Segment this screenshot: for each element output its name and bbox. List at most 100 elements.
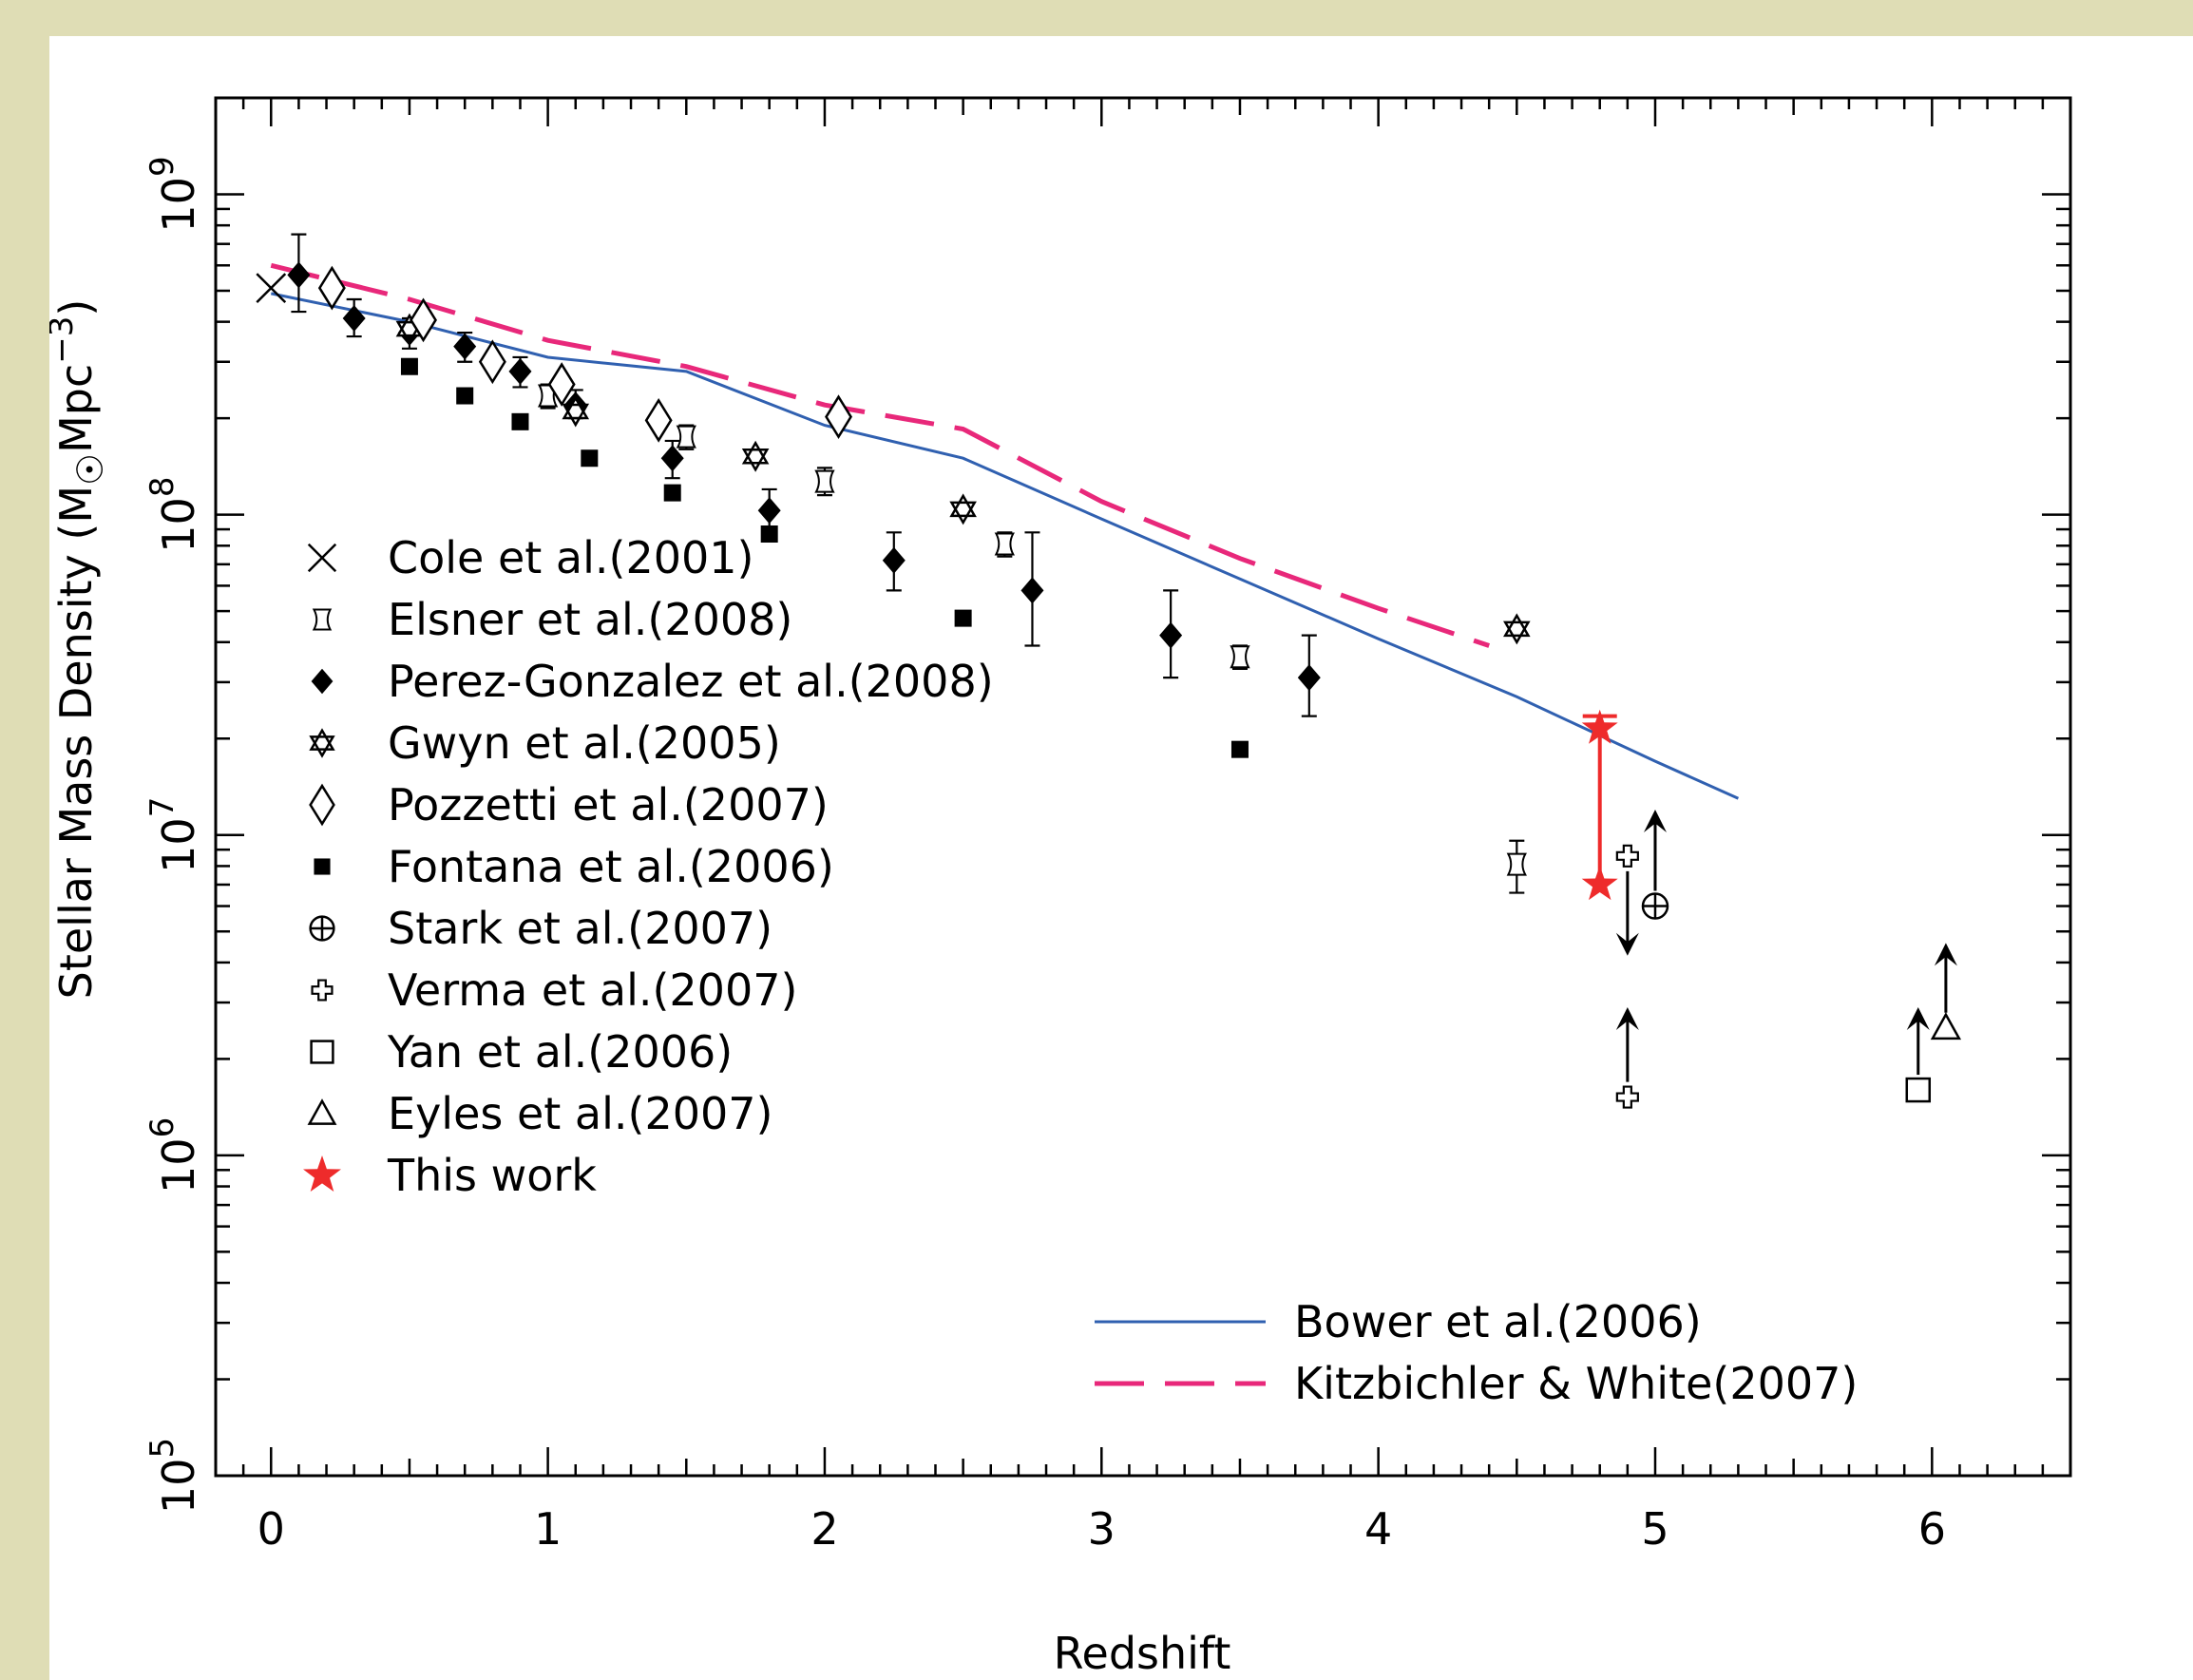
- y-tick-label: 105: [143, 1438, 204, 1514]
- marker-elsner: [1230, 645, 1250, 669]
- y-tick-label: 106: [143, 1117, 204, 1193]
- marker-cross-open: [1615, 1085, 1639, 1109]
- limit-arrow-head: [1615, 1006, 1639, 1030]
- limit-arrow-head: [1643, 810, 1667, 833]
- marker-triangle-open: [1930, 1012, 1962, 1040]
- marker-diamond-open: [309, 783, 335, 827]
- plot-frame: [214, 96, 2072, 1478]
- limit-arrow-head: [1934, 943, 1957, 966]
- marker-cross-open: [311, 979, 334, 1002]
- model-line-bower: [271, 292, 1740, 800]
- y-tick-base: 10: [153, 177, 204, 233]
- marker-diamond-filled: [287, 261, 311, 289]
- marker-diamond-open: [825, 394, 852, 440]
- y-tick-label: 108: [143, 477, 204, 553]
- legend-label: Pozzetti et al.(2007): [388, 779, 829, 830]
- y-tick-base: 10: [153, 1459, 204, 1515]
- marker-elsner: [312, 608, 333, 631]
- marker-square-filled: [400, 357, 418, 375]
- x-tick-label: 1: [534, 1503, 562, 1555]
- y-axis-title-unit: Mpc: [50, 364, 102, 453]
- x-tick-label: 5: [1641, 1503, 1669, 1555]
- y-tick-exponent: 7: [143, 797, 181, 818]
- marker-square-filled: [1230, 740, 1249, 758]
- model-line-kitzbichler-white: [270, 262, 1490, 648]
- marker-square-filled: [314, 858, 331, 875]
- marker-diamond-filled: [1020, 577, 1044, 604]
- x-tick-label: 4: [1364, 1503, 1392, 1555]
- marker-square-filled: [511, 412, 529, 430]
- marker-elsner: [1506, 852, 1527, 876]
- marker-circle-plus: [1642, 893, 1668, 919]
- x-tick-label: 3: [1088, 1503, 1116, 1555]
- marker-diamond-filled: [757, 497, 781, 525]
- series-diamond-open: [317, 265, 852, 443]
- marker-cross: [256, 273, 287, 303]
- marker-square-open: [1905, 1077, 1932, 1103]
- legend-label: Fontana et al.(2006): [388, 841, 834, 892]
- marker-star6-down: [395, 320, 424, 345]
- marker-star6-up: [949, 493, 977, 518]
- marker-diamond-filled: [1297, 664, 1321, 692]
- marker-square-filled: [581, 449, 599, 468]
- y-axis-title-exponent: −3: [49, 316, 81, 364]
- marker-diamond-open: [317, 265, 346, 311]
- legend-label: Elsner et al.(2008): [388, 594, 792, 645]
- marker-elsner: [994, 532, 1015, 556]
- legend-label: Perez-Gonzalez et al.(2008): [388, 656, 994, 707]
- legend-label: This work: [387, 1150, 597, 1201]
- y-tick-exponent: 9: [143, 156, 181, 177]
- marker-square-filled: [760, 525, 778, 544]
- marker-elsner: [814, 469, 835, 493]
- marker-star6-down: [741, 449, 770, 472]
- marker-diamond-filled: [453, 333, 477, 360]
- x-tick-label: 6: [1918, 1503, 1946, 1555]
- marker-cross: [307, 543, 337, 573]
- chart-panel: 0 1 2 3 4 5 6 105 106 107 108 109 Cole et al.(2001)…: [49, 36, 2193, 1680]
- legend-label: Stark et al.(2007): [388, 903, 772, 954]
- y-tick-base: 10: [153, 1137, 204, 1193]
- y-tick-exponent: 8: [143, 477, 181, 498]
- x-axis-title: Redshift: [1054, 1628, 1231, 1679]
- legend-label: Eyles et al.(2007): [388, 1088, 772, 1139]
- marker-cross-open: [1615, 844, 1639, 868]
- y-tick-label: 109: [143, 156, 204, 232]
- marker-diamond-open: [644, 397, 673, 443]
- marker-diamond-filled: [660, 445, 684, 472]
- marker-diamond-filled: [508, 357, 532, 385]
- legend-label: Gwyn et al.(2005): [388, 717, 781, 769]
- series-circle-plus: [1641, 810, 1669, 920]
- legend-label: Cole et al.(2001): [388, 532, 753, 583]
- marker-star6-down: [1503, 620, 1531, 645]
- marker-star6-down: [562, 403, 590, 428]
- series-square-filled: [400, 357, 1249, 758]
- marker-square-open: [310, 1040, 334, 1064]
- marker-star6-up: [1503, 613, 1531, 638]
- marker-diamond-filled: [311, 668, 334, 695]
- marker-star5: [303, 1155, 341, 1192]
- marker-diamond-open: [410, 297, 437, 343]
- y-tick-base: 10: [153, 817, 204, 873]
- y-axis-title-sun-symbol: ☉: [69, 453, 111, 486]
- marker-diamond-filled: [1159, 621, 1183, 649]
- marker-diamond-filled: [342, 305, 366, 333]
- series-star5: [1581, 709, 1618, 901]
- y-tick-base: 10: [153, 497, 204, 553]
- series-cross-open: [1615, 844, 1639, 1109]
- marker-star5: [1581, 866, 1618, 901]
- marker-diamond-open: [478, 339, 506, 385]
- series-elsner: [537, 383, 1527, 894]
- marker-star6-up: [309, 728, 335, 751]
- marker-star6-down: [309, 735, 335, 758]
- series-triangle-open: [1930, 943, 1962, 1040]
- marker-diamond-open: [547, 362, 576, 407]
- marker-star6-down: [949, 501, 977, 525]
- marker-diamond-filled: [882, 546, 906, 574]
- y-axis-title: Stellar Mass Density (M☉Mpc−3): [49, 299, 111, 1000]
- marker-elsner: [676, 425, 696, 449]
- legend-model-label: Kitzbichler & White(2007): [1294, 1358, 1858, 1409]
- legend-label: Verma et al.(2007): [388, 964, 797, 1016]
- marker-square-filled: [663, 484, 681, 502]
- y-tick-exponent: 5: [143, 1438, 181, 1459]
